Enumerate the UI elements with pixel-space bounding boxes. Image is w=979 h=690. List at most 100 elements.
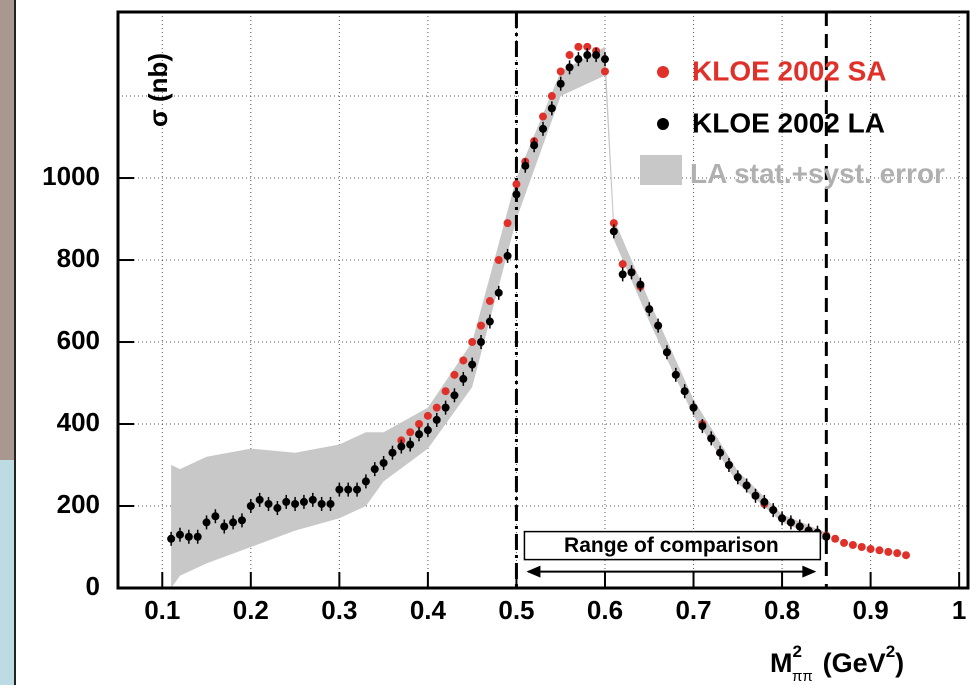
- data-point: [415, 420, 424, 429]
- data-point: [760, 497, 769, 506]
- arrow-head: [802, 565, 817, 578]
- data-point: [822, 532, 831, 541]
- data-point: [769, 506, 778, 515]
- x-tick-label: 0.1: [144, 595, 180, 625]
- data-point: [477, 338, 486, 347]
- data-point: [353, 485, 362, 494]
- data-point: [556, 67, 565, 76]
- data-point: [441, 403, 450, 412]
- data-point: [733, 473, 742, 482]
- legend-marker: [657, 118, 669, 130]
- x-label-sub: ππ: [792, 668, 813, 685]
- x-tick-label: 0.2: [233, 595, 269, 625]
- data-point: [175, 530, 184, 539]
- y-tick-label: 600: [57, 325, 100, 355]
- data-point: [361, 477, 370, 486]
- data-point: [423, 426, 432, 435]
- data-point: [406, 428, 415, 437]
- data-point: [627, 268, 636, 277]
- data-point: [539, 112, 547, 121]
- data-point: [202, 518, 211, 527]
- legend-band-label: LA stat.+syst. error: [690, 158, 945, 189]
- legend-label: KLOE 2002 SA: [692, 55, 887, 86]
- x-axis-label: M2 ππ (GeV2): [770, 642, 904, 684]
- data-point: [335, 485, 344, 494]
- legend-label: KLOE 2002 LA: [692, 107, 885, 138]
- data-point: [299, 497, 308, 506]
- data-point: [370, 465, 379, 474]
- data-point: [503, 251, 512, 260]
- data-point: [193, 532, 202, 541]
- data-point: [512, 180, 521, 189]
- data-point: [592, 51, 601, 60]
- data-point: [450, 391, 459, 400]
- data-point: [530, 141, 539, 150]
- data-point: [485, 317, 494, 326]
- data-point: [468, 360, 477, 369]
- legend-band-text: LA stat.+syst. error: [690, 158, 945, 189]
- data-point: [893, 549, 902, 558]
- data-point: [415, 430, 424, 439]
- data-point: [379, 458, 388, 467]
- data-point: [645, 305, 654, 314]
- arrow-head: [526, 565, 541, 578]
- data-point: [459, 356, 468, 365]
- data-point: [840, 538, 849, 547]
- data-point: [857, 543, 866, 552]
- data-point: [716, 448, 725, 457]
- data-point: [459, 374, 468, 383]
- range-label-box: [523, 530, 822, 561]
- data-point: [344, 485, 353, 494]
- data-point: [273, 504, 282, 513]
- data-point: [255, 495, 264, 504]
- x-tick-label: 0.9: [853, 595, 889, 625]
- data-point: [317, 499, 326, 508]
- data-point: [308, 495, 317, 504]
- data-point: [742, 481, 751, 490]
- data-point: [618, 260, 627, 269]
- data-point: [565, 63, 574, 72]
- data-point: [751, 491, 760, 500]
- data-point: [326, 499, 335, 508]
- data-point: [556, 79, 565, 88]
- x-tick-label: 0.8: [764, 595, 800, 625]
- data-point: [521, 161, 530, 170]
- data-point: [450, 370, 459, 379]
- data-point: [397, 442, 406, 451]
- x-label-unit-sup: 2: [886, 642, 895, 661]
- data-point: [786, 518, 795, 527]
- data-point: [494, 288, 503, 297]
- data-point: [184, 532, 193, 541]
- data-point: [503, 219, 512, 228]
- data-point: [600, 55, 609, 64]
- data-point: [220, 522, 229, 531]
- data-point: [574, 55, 583, 64]
- data-point: [875, 546, 884, 555]
- data-point: [432, 415, 441, 424]
- y-tick-label: 400: [57, 407, 100, 437]
- data-point: [680, 387, 689, 396]
- side-photo: [0, 0, 15, 460]
- data-point: [583, 51, 592, 60]
- data-point: [237, 516, 246, 525]
- data-point: [636, 280, 645, 289]
- data-point: [432, 403, 441, 412]
- data-point: [485, 297, 494, 306]
- data-point: [724, 461, 733, 470]
- y-axis-label: σ (nb): [143, 53, 173, 127]
- x-tick-label: 0.6: [587, 595, 623, 625]
- y-tick-label: 1000: [42, 161, 100, 191]
- legend-band-swatch: [640, 155, 682, 185]
- data-point: [618, 270, 627, 279]
- x-tick-label: 1: [952, 595, 966, 625]
- data-point: [689, 403, 698, 412]
- data-point: [229, 518, 238, 527]
- data-point: [866, 545, 875, 554]
- legend-marker: [657, 66, 669, 78]
- data-point: [282, 497, 291, 506]
- y-tick-label: 0: [86, 571, 100, 601]
- x-tick-label: 0.3: [321, 595, 357, 625]
- data-point: [512, 190, 521, 199]
- data-point: [539, 124, 547, 133]
